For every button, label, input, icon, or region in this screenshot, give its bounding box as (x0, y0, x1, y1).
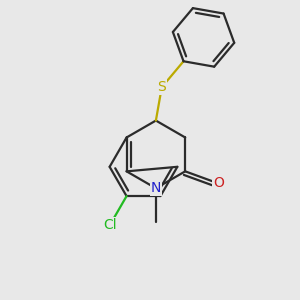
Text: Cl: Cl (103, 218, 116, 233)
Text: S: S (158, 80, 166, 94)
Text: N: N (151, 181, 161, 195)
Text: O: O (213, 176, 224, 190)
